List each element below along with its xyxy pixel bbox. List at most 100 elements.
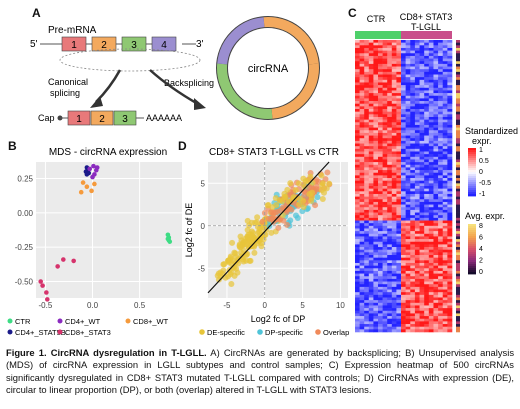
heatmap-cell bbox=[433, 199, 439, 203]
heatmap-cell bbox=[414, 247, 420, 251]
heatmap-cell bbox=[387, 204, 393, 208]
heatmap-cell bbox=[359, 167, 365, 171]
heatmap-cell bbox=[414, 61, 420, 65]
heatmap-cell bbox=[424, 40, 430, 43]
heatmap-cell bbox=[410, 302, 416, 306]
heatmap-cell bbox=[382, 93, 388, 97]
heatmap-cell bbox=[419, 265, 425, 269]
heatmap-cell bbox=[364, 74, 370, 78]
heatmap-cell bbox=[382, 310, 388, 314]
heatmap-cell bbox=[373, 50, 379, 54]
panel-c-letter: C bbox=[348, 6, 357, 20]
heatmap-cell bbox=[414, 199, 420, 203]
de-specific-point bbox=[227, 271, 234, 278]
heatmap-cell bbox=[387, 124, 393, 128]
heatmap-cell bbox=[419, 209, 425, 213]
heatmap-cell bbox=[368, 278, 374, 282]
heatmap-cell bbox=[405, 98, 411, 102]
heatmap-cell bbox=[447, 127, 453, 131]
heatmap-cell bbox=[396, 188, 402, 192]
std-legend-tick: 0 bbox=[479, 169, 483, 176]
avg-expression-cell bbox=[456, 212, 460, 216]
heatmap-cell bbox=[373, 101, 379, 105]
heatmap-cell bbox=[447, 252, 453, 256]
heatmap-cell bbox=[378, 329, 383, 333]
heatmap-cell bbox=[433, 220, 439, 224]
heatmap-cell bbox=[378, 318, 383, 322]
heatmap-cell bbox=[382, 116, 388, 120]
heatmap-cell bbox=[428, 122, 434, 126]
heatmap-cell bbox=[359, 273, 365, 277]
heatmap-cell bbox=[373, 162, 379, 166]
heatmap-cell bbox=[378, 262, 383, 266]
dp-specific-point bbox=[294, 214, 301, 221]
heatmap-cell bbox=[382, 146, 388, 150]
heatmap-cell bbox=[447, 178, 453, 181]
heatmap-cell bbox=[419, 207, 425, 211]
heatmap-cell bbox=[442, 183, 448, 187]
heatmap-cell bbox=[382, 186, 388, 189]
heatmap-cell bbox=[438, 286, 444, 290]
mds-point bbox=[80, 180, 86, 185]
avg-expression-cell bbox=[456, 85, 460, 89]
heatmap-cell bbox=[382, 239, 388, 243]
heatmap-cell bbox=[424, 82, 430, 86]
heatmap-cell bbox=[442, 148, 448, 152]
heatmap-cell bbox=[373, 148, 379, 152]
heatmap-cell bbox=[355, 90, 360, 94]
avg-expression-cell bbox=[456, 247, 460, 251]
heatmap-cell bbox=[401, 119, 406, 123]
heatmap-cell bbox=[368, 292, 374, 296]
heatmap-cell bbox=[428, 69, 434, 73]
heatmap-cell bbox=[387, 239, 393, 243]
heatmap-cell bbox=[378, 109, 383, 112]
heatmap-cell bbox=[355, 204, 360, 208]
avg-expression-cell bbox=[456, 127, 460, 131]
heatmap-cell bbox=[373, 119, 379, 123]
heatmap-cell bbox=[438, 77, 444, 81]
heatmap-cell bbox=[410, 50, 416, 54]
heatmap-cell bbox=[391, 188, 397, 192]
heatmap-cell bbox=[428, 188, 434, 192]
avg-expression-cell bbox=[456, 228, 460, 232]
heatmap-cell bbox=[359, 207, 365, 211]
heatmap-cell bbox=[419, 180, 425, 184]
heatmap-cell bbox=[438, 82, 444, 86]
heatmap-cell bbox=[364, 132, 370, 136]
avg-expression-cell bbox=[456, 225, 460, 229]
heatmap-cell bbox=[368, 321, 374, 325]
heatmap-cell bbox=[405, 316, 411, 320]
heatmap-cell bbox=[419, 66, 425, 70]
mds-point bbox=[94, 165, 100, 170]
heatmap-cell bbox=[447, 58, 453, 62]
heatmap-cell bbox=[378, 188, 383, 192]
heatmap-cell bbox=[428, 289, 434, 293]
heatmap-cell bbox=[428, 66, 434, 70]
heatmap-cell bbox=[447, 40, 453, 43]
heatmap-cell bbox=[438, 95, 444, 99]
heatmap-cell bbox=[387, 188, 393, 192]
heatmap-cell bbox=[368, 101, 374, 105]
heatmap-cell bbox=[442, 138, 448, 142]
heatmap-cell bbox=[401, 268, 406, 272]
heatmap-cell bbox=[410, 167, 416, 171]
heatmap-cell bbox=[373, 294, 379, 298]
heatmap-cell bbox=[447, 300, 453, 304]
heatmap-cell bbox=[401, 273, 406, 277]
heatmap-cell bbox=[364, 175, 370, 179]
heatmap-cell bbox=[438, 233, 444, 237]
heatmap-cell bbox=[382, 231, 388, 235]
avg-expression-cell bbox=[456, 159, 460, 163]
heatmap-cell bbox=[364, 47, 370, 51]
heatmap-cell bbox=[359, 212, 365, 216]
de-specific-point bbox=[285, 198, 292, 205]
heatmap-cell bbox=[382, 284, 388, 288]
heatmap-cell bbox=[391, 66, 397, 70]
heatmap-cell bbox=[419, 130, 425, 134]
heatmap-cell bbox=[401, 154, 406, 158]
heatmap-cell bbox=[364, 77, 370, 81]
heatmap-cell bbox=[373, 284, 379, 288]
heatmap-cell bbox=[424, 302, 430, 306]
heatmap-cell bbox=[364, 292, 370, 296]
